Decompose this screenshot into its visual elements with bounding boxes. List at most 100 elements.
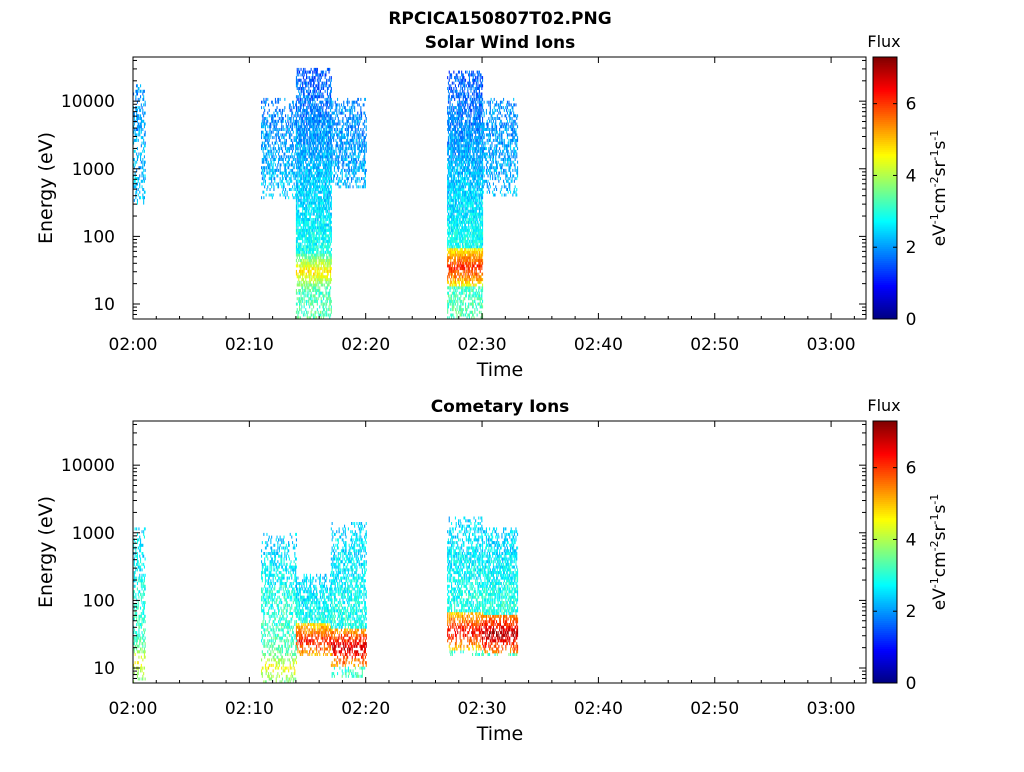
spectrogram-cell: [295, 193, 297, 197]
spectrogram-cell: [323, 166, 325, 170]
spectrogram-cell: [359, 144, 361, 148]
spectrogram-cell: [323, 87, 325, 90]
spectrogram-cell: [315, 278, 317, 282]
spectrogram-cell: [298, 242, 300, 246]
spectrogram-cell: [449, 138, 451, 142]
spectrogram-cell: [451, 253, 453, 257]
spectrogram-cell: [458, 190, 460, 194]
spectrogram-cell: [325, 228, 327, 232]
spectrogram-cell: [352, 177, 354, 181]
spectrogram-cell: [452, 185, 454, 189]
spectrogram-cell: [454, 125, 456, 129]
spectrogram-cell: [458, 158, 460, 161]
spectrogram-cell: [302, 149, 304, 153]
spectrogram-cell: [362, 122, 364, 126]
spectrogram-cell: [302, 253, 304, 257]
spectrogram-cell: [450, 259, 452, 262]
spectrogram-cell: [299, 136, 301, 140]
spectrogram-cell: [305, 289, 307, 292]
spectrogram-cell: [447, 141, 449, 145]
spectrogram-cell: [357, 179, 359, 183]
spectrogram-cell: [298, 259, 300, 262]
spectrogram-cell: [271, 152, 273, 156]
spectrogram-cell: [340, 108, 342, 112]
spectrogram-cell: [447, 190, 449, 194]
spectrogram-cell: [361, 163, 363, 167]
spectrogram-cell: [324, 228, 326, 232]
spectrogram-cell: [319, 212, 321, 216]
spectrogram-cell: [299, 204, 301, 208]
spectrogram-cell: [261, 158, 263, 161]
spectrogram-cell: [325, 114, 327, 118]
spectrogram-cell: [262, 177, 264, 181]
spectrogram-cell: [307, 168, 309, 172]
spectrogram-cell: [311, 228, 313, 232]
spectrogram-cell: [451, 253, 453, 257]
spectrogram-cell: [309, 125, 311, 129]
spectrogram-cell: [300, 220, 302, 224]
spectrogram-cell: [354, 158, 356, 161]
spectrogram-cell: [340, 179, 342, 183]
spectrogram-cell: [322, 305, 324, 309]
spectrogram-cell: [314, 261, 316, 265]
spectrogram-cell: [323, 133, 325, 137]
spectrogram-cell: [268, 138, 270, 142]
spectrogram-cell: [144, 111, 146, 115]
spectrogram-cell: [457, 231, 459, 235]
spectrogram-cell: [458, 193, 460, 197]
spectrogram-cell: [318, 198, 320, 202]
spectrogram-cell: [451, 269, 453, 273]
spectrogram-cell: [301, 193, 303, 197]
spectrogram-cell: [281, 122, 283, 126]
spectrogram-cell: [306, 316, 308, 320]
spectrogram-cell: [339, 128, 341, 131]
spectrogram-cell: [363, 149, 365, 153]
spectrogram-cell: [333, 122, 335, 126]
spectrogram-cell: [270, 125, 272, 129]
spectrogram-cell: [455, 73, 457, 77]
spectrogram-cell: [451, 272, 453, 276]
spectrogram-cell: [143, 190, 145, 194]
spectrogram-cell: [349, 138, 351, 142]
spectrogram-cell: [312, 196, 314, 200]
spectrogram-cell: [450, 122, 452, 126]
spectrogram-cell: [297, 144, 299, 148]
spectrogram-cell: [281, 133, 283, 137]
spectrogram-cell: [309, 177, 311, 181]
spectrogram-cell: [313, 149, 315, 153]
spectrogram-cell: [454, 294, 456, 298]
spectrogram-cell: [322, 220, 324, 224]
spectrogram-cell: [304, 117, 306, 120]
spectrogram-cell: [330, 212, 332, 216]
spectrogram-cell: [333, 111, 335, 115]
spectrogram-cell: [309, 283, 311, 287]
spectrogram-cell: [133, 111, 135, 115]
spectrogram-cell: [327, 122, 329, 126]
spectrogram-cell: [319, 174, 321, 178]
spectrogram-cell: [307, 136, 309, 140]
spectrogram-cell: [277, 114, 279, 118]
spectrogram-cell: [283, 152, 285, 156]
spectrogram-cell: [300, 87, 302, 90]
spectrogram-cell: [319, 136, 321, 140]
spectrogram-cell: [264, 147, 266, 151]
spectrogram-cell: [263, 160, 265, 164]
spectrogram-cell: [299, 291, 301, 295]
spectrogram-cell: [323, 275, 325, 279]
spectrogram-cell: [356, 136, 358, 140]
spectrogram-cell: [450, 149, 452, 153]
spectrogram-cell: [264, 158, 266, 161]
spectrogram-cell: [281, 174, 283, 178]
spectrogram-cell: [273, 155, 275, 159]
spectrogram-cell: [309, 152, 311, 156]
spectrogram-cell: [447, 177, 449, 181]
spectrogram-cell: [309, 259, 311, 262]
spectrogram-cell: [337, 122, 339, 126]
spectrogram-cell: [339, 147, 341, 151]
spectrogram-cell: [297, 155, 299, 159]
spectrogram-cell: [347, 108, 349, 112]
spectrogram-cell: [447, 174, 449, 178]
spectrogram-cell: [306, 198, 308, 202]
spectrogram-cell: [458, 253, 460, 257]
spectrogram-cell: [309, 275, 311, 279]
